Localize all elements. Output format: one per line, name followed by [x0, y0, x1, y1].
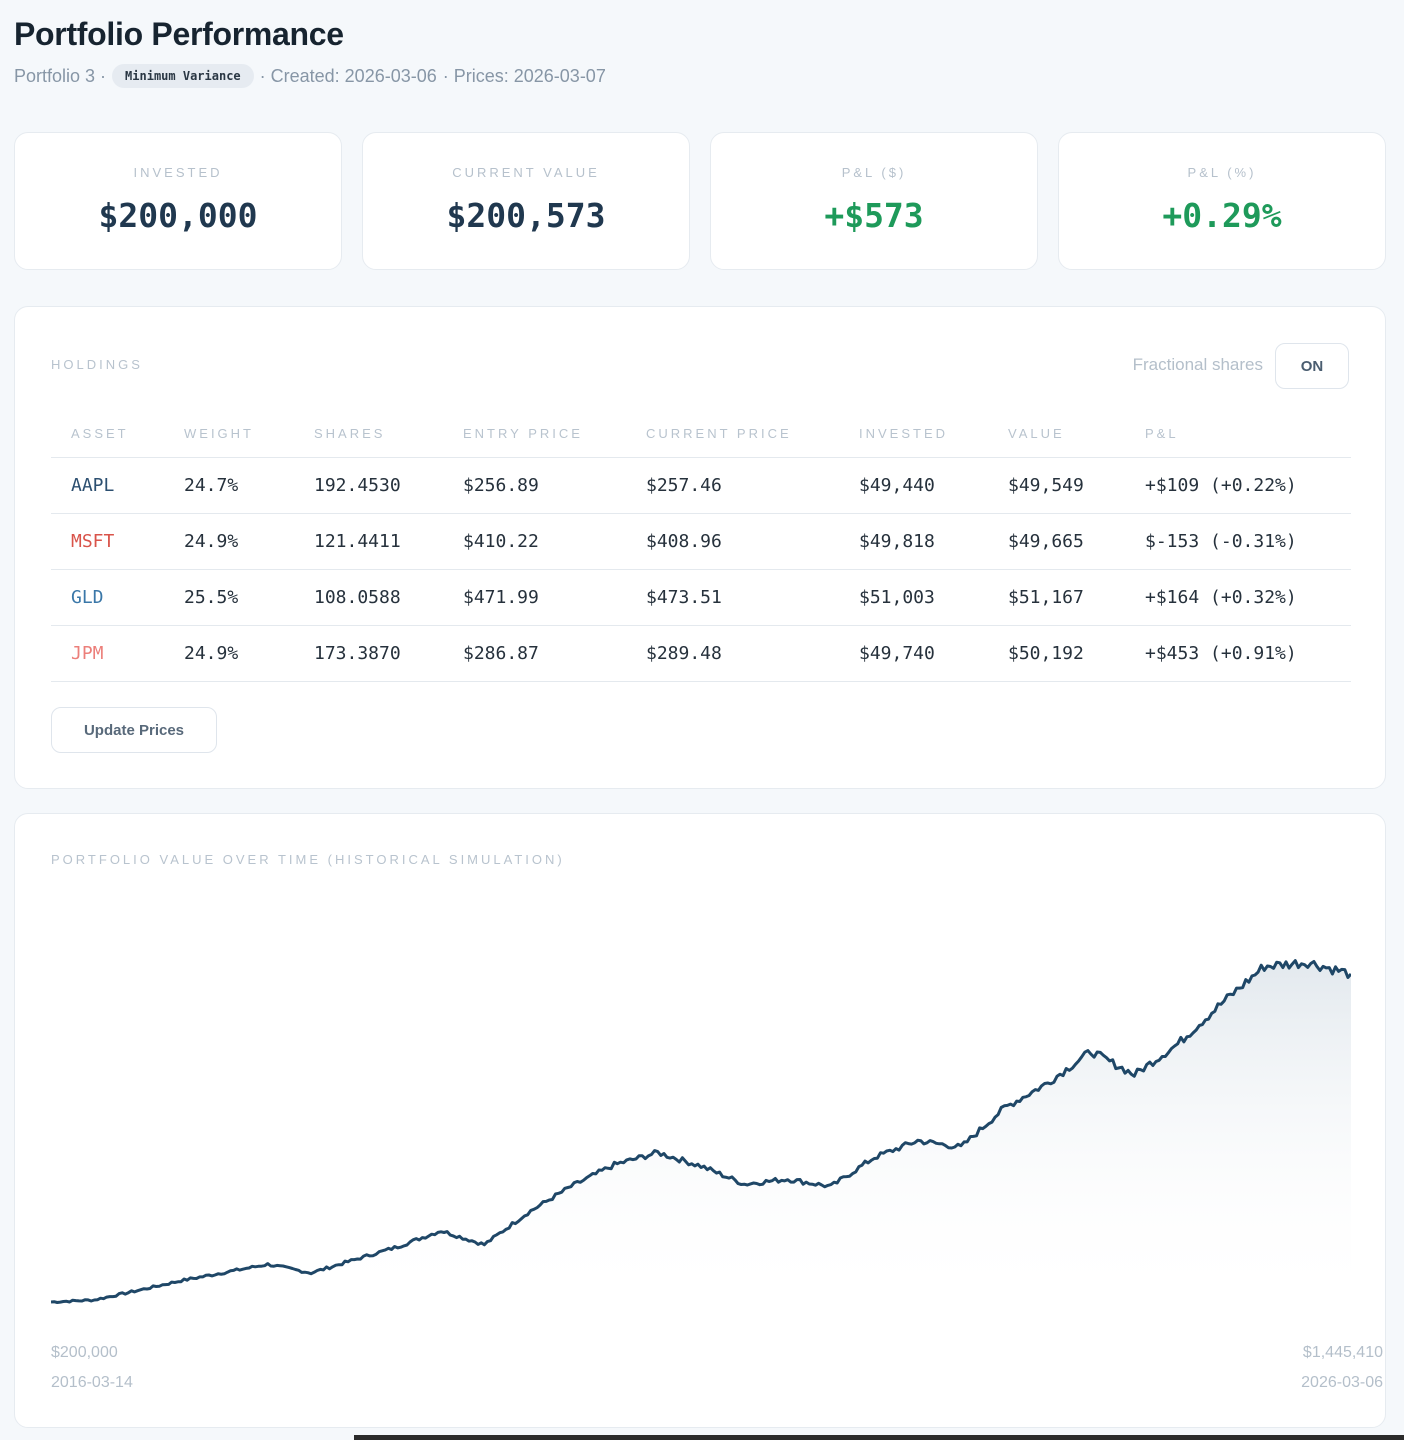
column-header-weight: WEIGHT: [164, 411, 294, 458]
current-price-cell: $408.96: [626, 513, 839, 570]
weight-cell: 24.9%: [164, 513, 294, 570]
chart-area-fill: [51, 960, 1351, 1306]
table-header-row: ASSET WEIGHT SHARES ENTRY PRICE CURRENT …: [51, 411, 1351, 458]
weight-cell: 25.5%: [164, 569, 294, 626]
invested-cell: $49,440: [839, 457, 988, 514]
holdings-table: ASSET WEIGHT SHARES ENTRY PRICE CURRENT …: [51, 411, 1351, 682]
shares-cell: 108.0588: [294, 569, 443, 626]
strategy-badge: Minimum Variance: [112, 64, 254, 88]
asset-ticker: GLD: [51, 569, 164, 626]
metric-label: P&L ($): [841, 165, 907, 180]
metric-card-invested: INVESTED $200,000: [14, 132, 342, 270]
portfolio-subtitle: Portfolio 3 · Minimum Variance · Created…: [14, 62, 606, 90]
column-header-invested: INVESTED: [839, 411, 988, 458]
invested-cell: $49,740: [839, 625, 988, 682]
portfolio-chart-card: PORTFOLIO VALUE OVER TIME (HISTORICAL SI…: [14, 813, 1386, 1428]
entry-price-cell: $256.89: [443, 457, 626, 514]
column-header-value: VALUE: [988, 411, 1125, 458]
entry-price-cell: $410.22: [443, 513, 626, 570]
invested-cell: $51,003: [839, 569, 988, 626]
metric-label: INVESTED: [133, 165, 223, 180]
table-row: JPM 24.9% 173.3870 $286.87 $289.48 $49,7…: [51, 625, 1351, 682]
value-cell: $49,665: [988, 513, 1125, 570]
shares-cell: 121.4411: [294, 513, 443, 570]
pnl-cell: +$109 (+0.22%): [1125, 457, 1351, 514]
entry-price-cell: $471.99: [443, 569, 626, 626]
column-header-shares: SHARES: [294, 411, 443, 458]
column-header-asset: ASSET: [51, 411, 164, 458]
prices-date: · Prices: 2026-03-07: [442, 65, 606, 86]
weight-cell: 24.7%: [164, 457, 294, 514]
metric-card-pnl-dollar: P&L ($) +$573: [710, 132, 1038, 270]
metric-value: $200,573: [446, 196, 606, 235]
update-prices-button[interactable]: Update Prices: [51, 707, 217, 753]
taskbar-edge: [354, 1435, 1404, 1440]
chart-end-date: 2026-03-06: [1301, 1374, 1383, 1391]
created-date: · Created: 2026-03-06: [259, 65, 437, 86]
metric-label: P&L (%): [1187, 165, 1257, 180]
holdings-card: HOLDINGS Fractional shares ON ASSET WEIG…: [14, 306, 1386, 789]
chart-start-value: $200,000: [51, 1344, 118, 1361]
entry-price-cell: $286.87: [443, 625, 626, 682]
metric-value: +0.29%: [1162, 196, 1282, 235]
pnl-cell: +$164 (+0.32%): [1125, 569, 1351, 626]
current-price-cell: $473.51: [626, 569, 839, 626]
portfolio-value-chart: [51, 959, 1351, 1306]
chart-end-value: $1,445,410: [1302, 1344, 1383, 1361]
current-price-cell: $257.46: [626, 457, 839, 514]
table-row: GLD 25.5% 108.0588 $471.99 $473.51 $51,0…: [51, 569, 1351, 626]
pnl-cell: $-153 (-0.31%): [1125, 513, 1351, 570]
column-header-pnl: P&L: [1125, 411, 1351, 458]
value-cell: $50,192: [988, 625, 1125, 682]
fractional-shares-label: Fractional shares: [1132, 355, 1263, 374]
chart-title: PORTFOLIO VALUE OVER TIME (HISTORICAL SI…: [51, 852, 565, 867]
metric-card-current-value: CURRENT VALUE $200,573: [362, 132, 690, 270]
column-header-entry-price: ENTRY PRICE: [443, 411, 626, 458]
value-cell: $49,549: [988, 457, 1125, 514]
asset-ticker: MSFT: [51, 513, 164, 570]
shares-cell: 192.4530: [294, 457, 443, 514]
table-row: MSFT 24.9% 121.4411 $410.22 $408.96 $49,…: [51, 513, 1351, 570]
asset-ticker: AAPL: [51, 457, 164, 514]
metric-cards: INVESTED $200,000 CURRENT VALUE $200,573…: [14, 132, 1386, 270]
metric-label: CURRENT VALUE: [452, 165, 600, 180]
holdings-title: HOLDINGS: [51, 357, 143, 372]
current-price-cell: $289.48: [626, 625, 839, 682]
column-header-current-price: CURRENT PRICE: [626, 411, 839, 458]
metric-value: $200,000: [98, 196, 258, 235]
fractional-shares-toggle[interactable]: ON: [1275, 343, 1349, 389]
value-cell: $51,167: [988, 569, 1125, 626]
chart-start-date: 2016-03-14: [51, 1374, 133, 1391]
pnl-cell: +$453 (+0.91%): [1125, 625, 1351, 682]
metric-value: +$573: [824, 196, 924, 235]
invested-cell: $49,818: [839, 513, 988, 570]
shares-cell: 173.3870: [294, 625, 443, 682]
metric-card-pnl-percent: P&L (%) +0.29%: [1058, 132, 1386, 270]
asset-ticker: JPM: [51, 625, 164, 682]
portfolio-name: Portfolio 3 ·: [14, 65, 107, 86]
chart-series-line: [51, 959, 1351, 1304]
weight-cell: 24.9%: [164, 625, 294, 682]
table-row: AAPL 24.7% 192.4530 $256.89 $257.46 $49,…: [51, 457, 1351, 514]
page-title: Portfolio Performance: [14, 16, 344, 52]
